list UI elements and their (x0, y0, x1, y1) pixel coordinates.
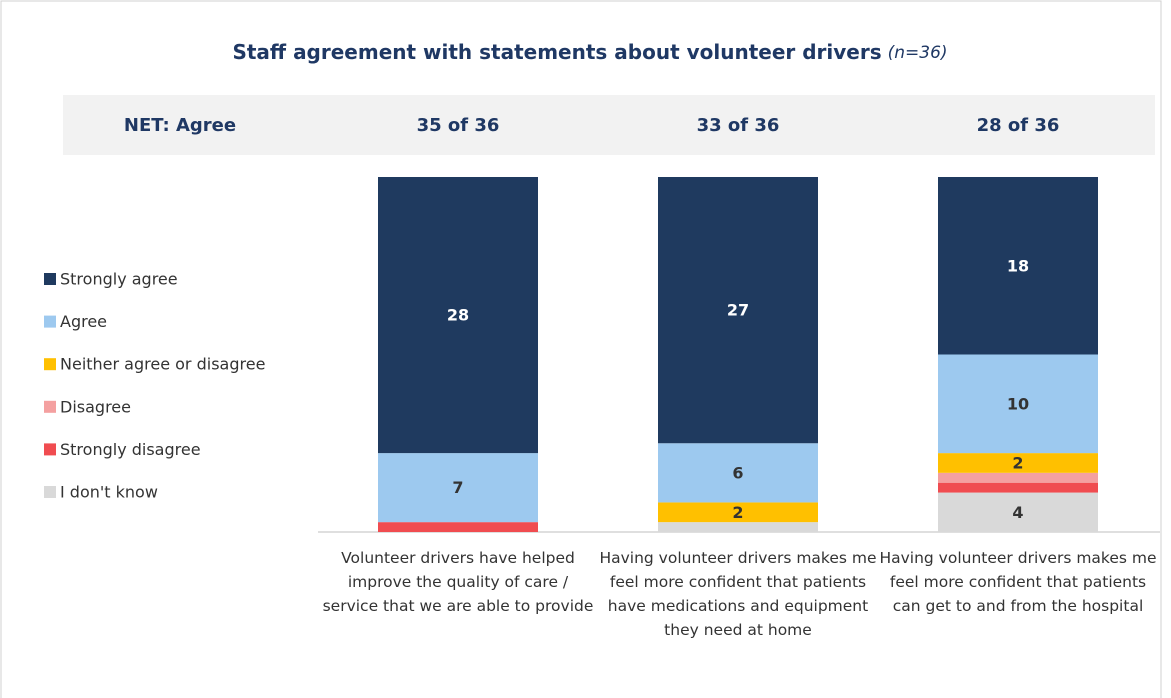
bar-segment (938, 472, 1098, 483)
net-label: NET: Agree (124, 115, 236, 136)
title-text: Staff agreement with statements about vo… (232, 40, 881, 64)
bar-segment (658, 443, 818, 503)
value-label: 2 (1012, 453, 1023, 472)
legend-label: Disagree (60, 397, 131, 416)
legend-swatch (44, 443, 56, 456)
category-label: Having volunteer drivers makes me feel m… (879, 549, 1157, 615)
bar-segment (938, 482, 1098, 493)
chart-title: Staff agreement with statements about vo… (232, 40, 947, 64)
bar-segment (658, 502, 818, 523)
bar-segment (378, 177, 538, 454)
bar-segment (378, 453, 538, 523)
legend-label: Agree (60, 312, 107, 331)
value-label: 10 (1007, 394, 1029, 413)
value-label: 7 (452, 478, 463, 497)
bar-segment (658, 177, 818, 444)
bar-segment (658, 522, 818, 532)
category-label: Having volunteer drivers makes me feel m… (599, 549, 877, 639)
value-label: 4 (1012, 503, 1023, 522)
bar-segment (938, 453, 1098, 473)
value-label: 18 (1007, 256, 1029, 275)
bar-segment (938, 177, 1098, 355)
legend-swatch (44, 486, 56, 498)
net-value: 33 of 36 (697, 115, 780, 136)
legend-label: Strongly agree (60, 270, 178, 289)
legend-swatch (44, 358, 56, 371)
value-label: 2 (732, 503, 743, 522)
bar-segment (938, 354, 1098, 454)
legend-swatch (44, 273, 56, 285)
value-label: 28 (447, 306, 469, 325)
legend-swatch (44, 400, 56, 413)
title-note: (n=36) (888, 43, 948, 63)
legend-label: Neither agree or disagree (60, 355, 265, 374)
net-value: 28 of 36 (977, 115, 1060, 136)
category-label: Volunteer drivers have helped improve th… (322, 549, 594, 615)
legend-label: Strongly disagree (60, 440, 201, 459)
net-band (63, 95, 1155, 155)
value-label: 6 (732, 463, 743, 482)
legend-label: I don't know (60, 483, 158, 502)
bar-segment (938, 492, 1098, 532)
net-value: 35 of 36 (417, 115, 500, 136)
bar-segment (378, 522, 538, 532)
legend-swatch (44, 315, 56, 328)
value-label: 27 (727, 301, 749, 320)
